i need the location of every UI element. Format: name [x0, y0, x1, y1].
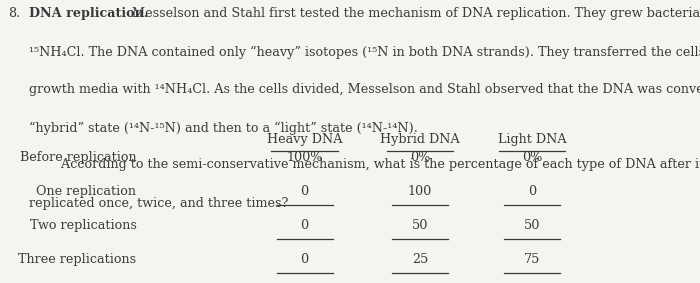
Text: Messelson and Stahl first tested the mechanism of DNA replication. They grew bac: Messelson and Stahl first tested the mec…	[128, 7, 700, 20]
Text: 0: 0	[528, 185, 536, 198]
Text: Before replication: Before replication	[20, 151, 136, 164]
Text: “hybrid” state (¹⁴N-¹⁵N) and then to a “light” state (¹⁴N-¹⁴N).: “hybrid” state (¹⁴N-¹⁵N) and then to a “…	[29, 122, 419, 135]
Text: replicated once, twice, and three times?: replicated once, twice, and three times?	[29, 197, 289, 210]
Text: Three replications: Three replications	[18, 253, 136, 266]
Text: Hybrid DNA: Hybrid DNA	[380, 133, 460, 146]
Text: One replication: One replication	[36, 185, 136, 198]
Text: Heavy DNA: Heavy DNA	[267, 133, 342, 146]
Text: 50: 50	[412, 219, 428, 232]
Text: 0: 0	[300, 219, 309, 232]
Text: Two replications: Two replications	[29, 219, 136, 232]
Text: 100: 100	[408, 185, 432, 198]
Text: Light DNA: Light DNA	[498, 133, 566, 146]
Text: 100%: 100%	[286, 151, 323, 164]
Text: 0%: 0%	[522, 151, 542, 164]
Text: 0: 0	[300, 253, 309, 266]
Text: According to the semi-conservative mechanism, what is the percentage of each typ: According to the semi-conservative mecha…	[29, 158, 700, 171]
Text: growth media with ¹⁴NH₄Cl. As the cells divided, Messelson and Stahl observed th: growth media with ¹⁴NH₄Cl. As the cells …	[29, 83, 700, 97]
Text: 50: 50	[524, 219, 540, 232]
Text: 8.: 8.	[8, 7, 21, 20]
Text: 25: 25	[412, 253, 428, 266]
Text: 0%: 0%	[410, 151, 430, 164]
Text: ¹⁵NH₄Cl. The DNA contained only “heavy” isotopes (¹⁵N in both DNA strands). They: ¹⁵NH₄Cl. The DNA contained only “heavy” …	[29, 45, 700, 59]
Text: 75: 75	[524, 253, 540, 266]
Text: DNA replication.: DNA replication.	[29, 7, 148, 20]
Text: 0: 0	[300, 185, 309, 198]
